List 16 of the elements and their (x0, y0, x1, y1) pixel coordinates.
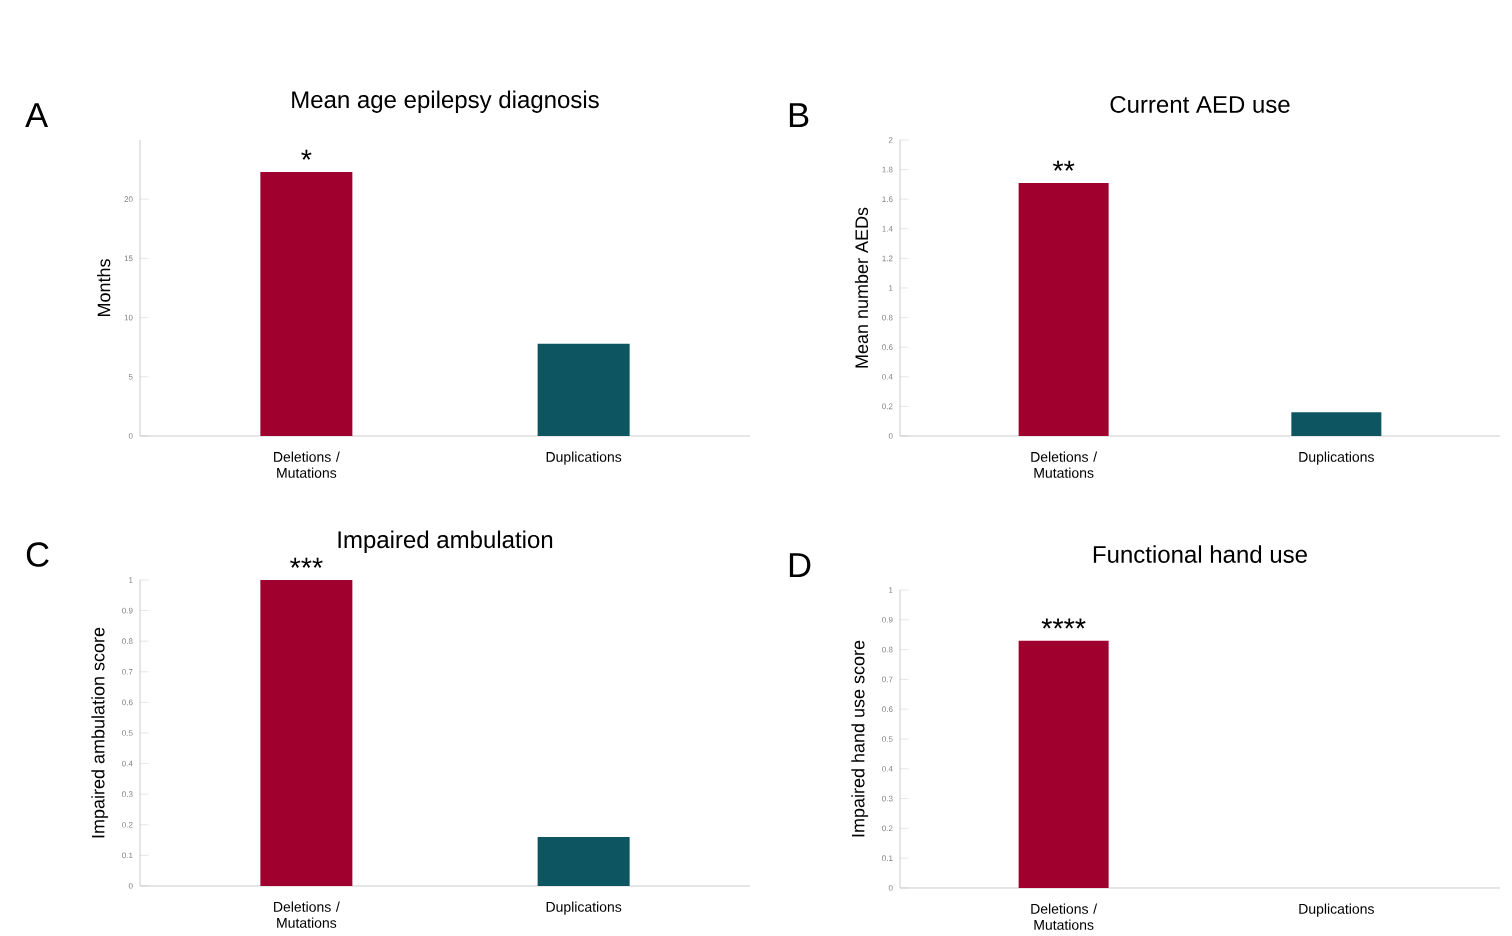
text: B (789, 103, 809, 127)
text: A (25, 103, 49, 127)
text: D (789, 553, 811, 577)
chart-title: Mean age epilepsy diagnosis (292, 90, 599, 113)
annotation: ** (1052, 160, 1075, 171)
y-axis-title: Impaired hand use score (851, 640, 869, 837)
annotation: *** (290, 557, 323, 568)
annotation: * (301, 149, 312, 160)
chart-title: Functional hand use (1093, 545, 1307, 563)
y-axis-title: Mean number AEDs (854, 207, 869, 368)
annotation: **** (1041, 618, 1086, 629)
y-axis-title: Months (97, 259, 111, 317)
y-axis-title: Impaired ambulation score (91, 627, 109, 838)
chart-title: Current AED use (1110, 95, 1290, 113)
text: C (26, 542, 49, 567)
chart-title: Impaired ambulation (338, 530, 553, 553)
